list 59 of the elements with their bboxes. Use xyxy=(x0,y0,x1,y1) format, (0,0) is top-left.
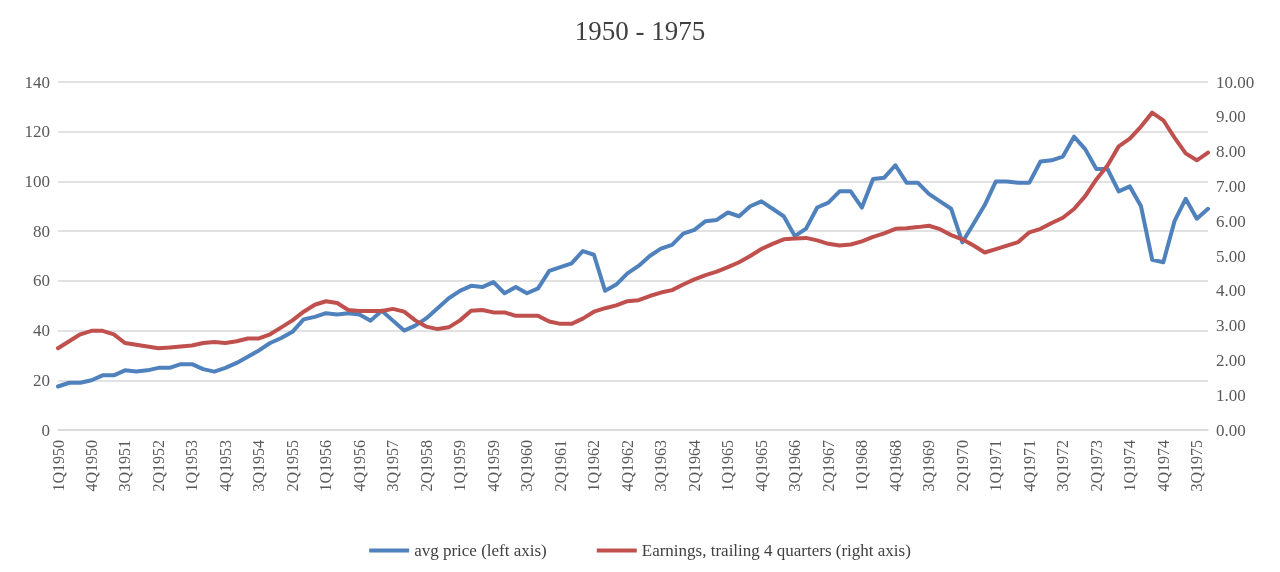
x-tick-label: 1Q1968 xyxy=(853,440,871,492)
x-tick-label: 4Q1962 xyxy=(618,440,636,492)
x-tick-label: 1Q1974 xyxy=(1121,440,1139,492)
x-tick-label: 1Q1950 xyxy=(49,440,67,492)
x-tick-label: 4Q1968 xyxy=(886,440,904,492)
y2-tick-label: 4.00 xyxy=(1216,281,1246,301)
y-tick-label: 80 xyxy=(33,221,50,241)
y-tick-label: 100 xyxy=(24,171,50,191)
x-tick-label: 1Q1971 xyxy=(987,440,1005,492)
y2-tick-label: 1.00 xyxy=(1216,385,1246,405)
x-tick-label: 4Q1959 xyxy=(484,440,502,492)
x-tick-label: 3Q1975 xyxy=(1188,440,1206,492)
x-tick-label: 1Q1959 xyxy=(451,440,469,492)
x-tick-label: 3Q1963 xyxy=(652,440,670,492)
y-tick-label: 120 xyxy=(24,122,50,142)
x-tick-label: 2Q1964 xyxy=(685,440,703,492)
legend-label: Earnings, trailing 4 quarters (right axis) xyxy=(641,541,911,560)
x-tick-label: 3Q1957 xyxy=(384,440,402,492)
y-tick-label: 140 xyxy=(24,72,50,92)
y-tick-label: 60 xyxy=(33,271,50,291)
x-tick-label: 3Q1966 xyxy=(786,440,804,492)
y2-tick-label: 10.00 xyxy=(1216,72,1255,92)
x-tick-label: 2Q1952 xyxy=(149,440,167,492)
x-tick-label: 3Q1969 xyxy=(920,440,938,492)
y2-tick-label: 9.00 xyxy=(1216,107,1246,127)
y2-tick-label: 2.00 xyxy=(1216,350,1246,370)
x-tick-label: 1Q1965 xyxy=(719,440,737,492)
y-tick-label: 40 xyxy=(33,321,50,341)
x-tick-label: 2Q1961 xyxy=(551,440,569,492)
x-tick-label: 2Q1958 xyxy=(417,440,435,492)
x-tick-label: 4Q1974 xyxy=(1154,440,1172,492)
y2-tick-label: 7.00 xyxy=(1216,176,1246,196)
x-tick-label: 4Q1971 xyxy=(1020,440,1038,492)
x-tick-label: 2Q1967 xyxy=(819,440,837,492)
x-tick-label: 1Q1953 xyxy=(183,440,201,492)
y2-tick-label: 6.00 xyxy=(1216,211,1246,231)
x-tick-label: 2Q1955 xyxy=(283,440,301,492)
x-tick-label: 1Q1962 xyxy=(585,440,603,492)
x-tick-label: 4Q1965 xyxy=(752,440,770,492)
y-tick-label: 0 xyxy=(41,420,50,440)
x-tick-label: 3Q1960 xyxy=(518,440,536,492)
x-tick-label: 3Q1972 xyxy=(1054,440,1072,492)
line-series xyxy=(56,110,1210,351)
x-tick-label: 4Q1950 xyxy=(83,440,100,492)
x-tick-label: 4Q1953 xyxy=(216,440,234,492)
legend-label: avg price (left axis) xyxy=(414,541,547,560)
x-tick-label: 1Q1956 xyxy=(317,440,335,492)
x-tick-label: 4Q1956 xyxy=(350,440,368,492)
y2-tick-label: 5.00 xyxy=(1216,246,1246,266)
line-series xyxy=(56,134,1210,389)
y-tick-label: 20 xyxy=(33,370,50,390)
chart-title: 1950 - 1975 xyxy=(574,15,706,46)
x-tick-label: 2Q1973 xyxy=(1087,440,1105,492)
x-tick-label: 3Q1951 xyxy=(116,440,134,492)
y2-tick-label: 8.00 xyxy=(1216,142,1246,162)
x-tick-label: 3Q1954 xyxy=(250,440,268,492)
x-tick-label: 2Q1970 xyxy=(953,440,971,492)
y2-tick-label: 3.00 xyxy=(1216,316,1246,336)
y2-tick-label: 0.00 xyxy=(1216,420,1246,440)
